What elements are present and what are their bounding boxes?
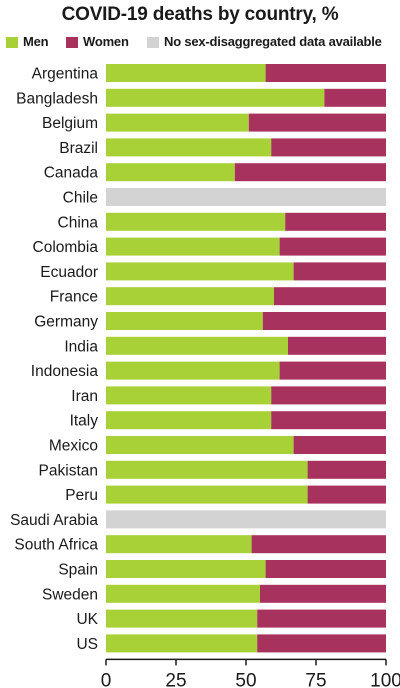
category-label-chile: Chile	[63, 190, 98, 207]
category-label-canada: Canada	[44, 165, 99, 182]
bar-colombia-men	[106, 237, 280, 256]
bar-spain-men	[106, 560, 266, 578]
category-label-us: US	[76, 636, 98, 653]
bar-saudi-arabia-no-data	[106, 510, 386, 529]
category-label-peru: Peru	[65, 487, 98, 504]
legend-label-no-data: No sex-disaggregated data available	[164, 34, 382, 49]
bar-iran-men	[106, 386, 272, 405]
bar-mexico-men	[106, 436, 294, 454]
category-label-france: France	[50, 289, 98, 306]
bar-chile-no-data	[106, 188, 386, 206]
bar-brazil-men	[106, 138, 272, 157]
bar-france-women	[274, 287, 386, 306]
legend-swatch-no-data	[147, 37, 159, 48]
bar-us-men	[106, 634, 258, 653]
chart-title: COVID-19 deaths by country, %	[61, 4, 339, 25]
bar-south-africa-women	[251, 535, 386, 554]
legend-swatch-women	[66, 37, 78, 48]
bar-italy-women	[271, 411, 386, 430]
category-label-belgium: Belgium	[42, 115, 98, 132]
bar-pakistan-women	[307, 460, 386, 479]
x-tick-label-75: 75	[305, 670, 326, 688]
bar-us-women	[257, 634, 386, 653]
bar-belgium-women	[248, 113, 386, 132]
category-label-argentina: Argentina	[32, 66, 99, 83]
category-label-indonesia: Indonesia	[31, 363, 99, 380]
bar-uk-men	[106, 609, 258, 628]
bar-argentina-women	[265, 64, 386, 82]
bar-india-women	[288, 336, 386, 355]
category-label-sweden: Sweden	[42, 586, 98, 603]
category-label-germany: Germany	[34, 314, 98, 331]
bar-france-men	[106, 287, 274, 306]
bar-sweden-women	[260, 584, 386, 603]
bar-germany-women	[262, 312, 386, 330]
category-label-saudi-arabia: Saudi Arabia	[10, 512, 98, 529]
bar-iran-women	[271, 386, 386, 405]
bar-peru-women	[307, 485, 386, 504]
category-label-brazil: Brazil	[59, 140, 98, 157]
bar-india-men	[106, 336, 288, 355]
bar-belgium-men	[106, 113, 249, 132]
category-labels: Argentina Bangladesh Belgium Brazil Canada Ch…	[10, 66, 99, 653]
category-label-colombia: Colombia	[33, 239, 99, 256]
category-label-italy: Italy	[70, 413, 99, 430]
bar-peru-men	[106, 485, 308, 504]
bar-italy-men	[106, 411, 272, 430]
x-tick-label-0: 0	[101, 670, 112, 688]
bar-sweden-men	[106, 584, 260, 603]
category-label-iran: Iran	[71, 388, 98, 405]
bars-layer	[106, 64, 386, 653]
x-tick-label-100: 100	[370, 670, 400, 688]
category-label-ecuador: Ecuador	[40, 264, 98, 281]
bar-china-men	[106, 212, 286, 231]
bar-bangladesh-women	[324, 88, 386, 107]
bar-bangladesh-men	[106, 88, 325, 107]
category-label-bangladesh: Bangladesh	[16, 90, 98, 107]
bar-germany-men	[106, 312, 263, 330]
category-label-uk: UK	[76, 611, 98, 628]
legend-swatch-men	[6, 37, 18, 48]
bar-canada-women	[234, 163, 386, 182]
bar-ecuador-women	[293, 262, 386, 281]
bar-pakistan-men	[106, 460, 308, 479]
bar-indonesia-men	[106, 361, 280, 380]
legend-label-men: Men	[23, 34, 49, 49]
bar-canada-men	[106, 163, 235, 182]
bar-spain-women	[265, 560, 386, 578]
bar-china-women	[285, 212, 386, 231]
bar-colombia-women	[279, 237, 386, 256]
category-label-spain: Spain	[58, 562, 98, 579]
legend-label-women: Women	[83, 34, 129, 49]
legend: Men Women No sex-disaggregated data avai…	[6, 34, 398, 50]
bar-uk-women	[257, 609, 386, 628]
category-label-pakistan: Pakistan	[39, 462, 98, 479]
category-label-mexico: Mexico	[49, 438, 98, 455]
bar-indonesia-women	[279, 361, 386, 380]
bar-argentina-men	[106, 64, 266, 82]
x-tick-label-25: 25	[165, 670, 186, 688]
category-label-china: China	[58, 214, 99, 231]
category-label-south-africa: South Africa	[14, 537, 98, 554]
bar-south-africa-men	[106, 535, 252, 554]
bar-brazil-women	[271, 138, 386, 157]
bar-ecuador-men	[106, 262, 294, 281]
category-label-india: India	[64, 338, 98, 355]
x-axis: 0 25 50 75 100	[101, 658, 400, 688]
bar-mexico-women	[293, 436, 386, 454]
x-tick-label-50: 50	[235, 670, 256, 688]
